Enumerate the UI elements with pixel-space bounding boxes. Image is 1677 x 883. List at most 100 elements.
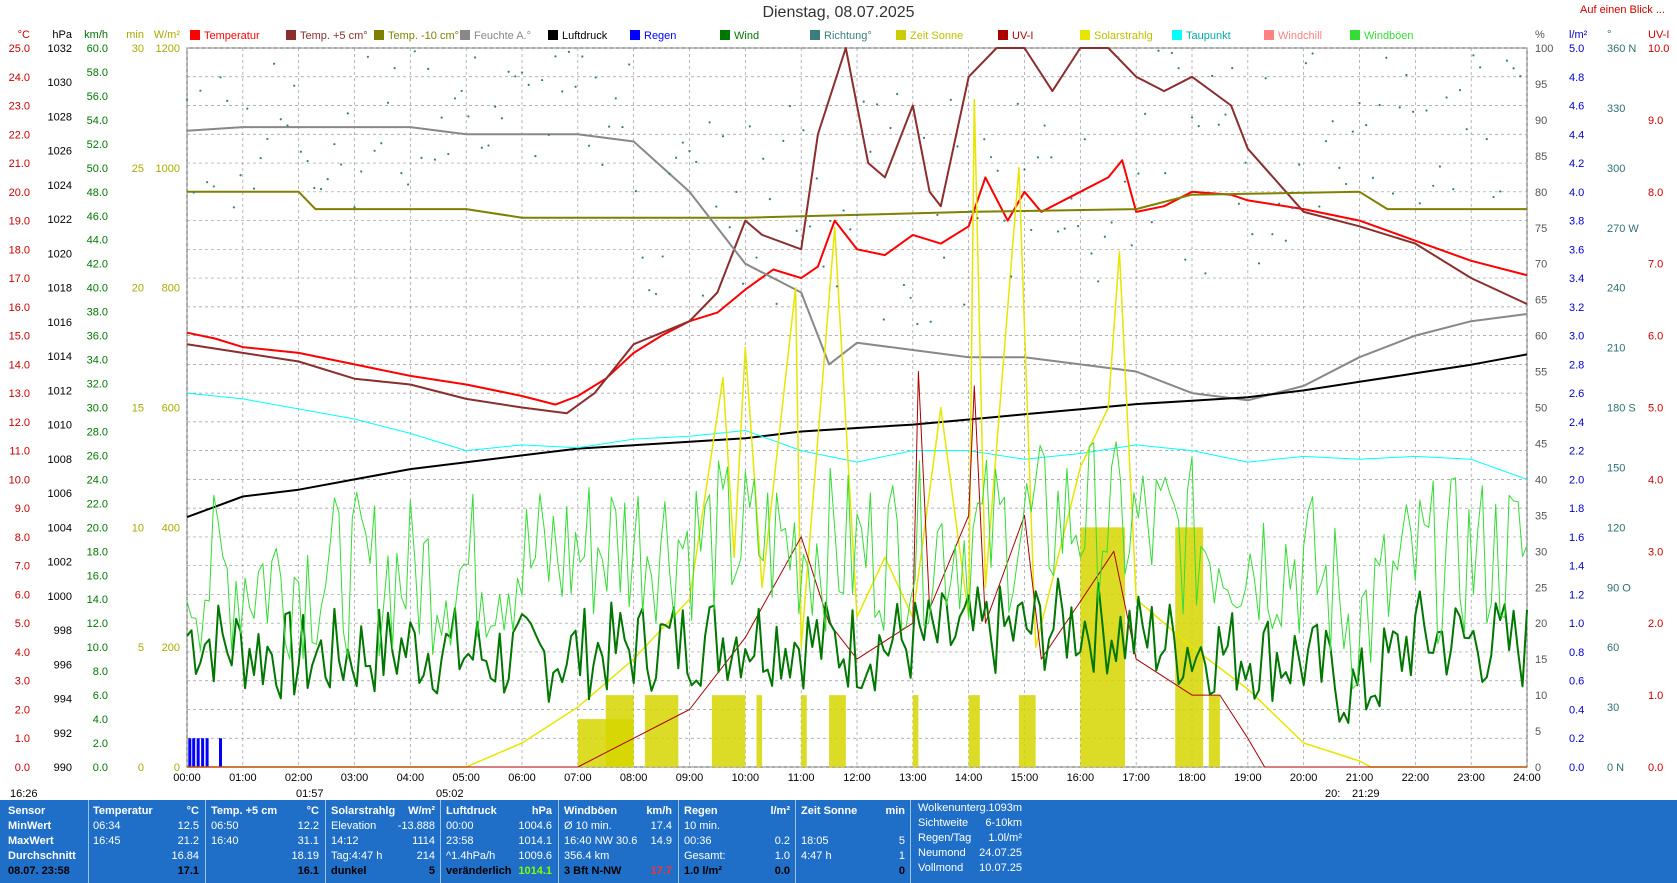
direction-point <box>869 150 872 153</box>
direction-point <box>346 112 349 115</box>
direction-point <box>1405 73 1408 77</box>
legend-swatch <box>810 30 820 40</box>
direction-point <box>514 75 517 78</box>
gusts-avg-10min: 17.4 <box>650 820 672 832</box>
sun-unit: min <box>885 805 905 817</box>
direction-point <box>715 205 718 208</box>
direction-point <box>380 142 383 145</box>
direction-point <box>949 98 952 101</box>
solar-elevation: -13.888 <box>397 820 435 832</box>
rain-bar <box>201 738 205 767</box>
direction-point <box>1056 230 1060 233</box>
direction-point <box>695 160 698 164</box>
timeline-left-time: 16:26 <box>10 788 38 800</box>
direction-point <box>326 178 329 181</box>
legend: Temperatur Temp. +5 cm° Temp. -10 cm° Feuch… <box>190 30 1510 46</box>
deg-tick-label: 240 <box>1607 283 1625 295</box>
direction-point <box>1472 54 1475 57</box>
direction-point <box>1197 125 1200 128</box>
kmh-tick-label: 60.0 <box>87 43 108 55</box>
uvi-tick-label: 5.0 <box>1648 403 1663 415</box>
direction-point <box>1137 172 1140 175</box>
direction-point <box>922 136 926 139</box>
direction-point <box>1398 106 1401 109</box>
pressure-min: 1004.6 <box>518 820 552 832</box>
solar-current: 5 <box>428 865 435 877</box>
direction-point <box>319 187 323 191</box>
solar-elevation-label: Elevation <box>331 820 377 832</box>
legend-swatch <box>1350 30 1360 40</box>
direction-point <box>1284 239 1287 242</box>
direction-point <box>407 183 410 186</box>
overview-link[interactable]: Auf einen Blick ... <box>1580 4 1665 16</box>
direction-point <box>728 226 731 229</box>
direction-point <box>621 125 624 129</box>
kmh-tick-label: 12.0 <box>87 618 108 630</box>
direction-point <box>809 225 812 228</box>
hpa-tick-label: 1018 <box>48 283 72 295</box>
lm2-tick-label: 3.6 <box>1569 244 1584 256</box>
legend-item: Temperatur <box>190 30 260 42</box>
legend-label: Feuchte A.° <box>474 30 531 42</box>
x-tick-label: 04:00 <box>397 772 425 784</box>
sunshine-bar <box>1175 527 1204 767</box>
kmh-tick-label: 58.0 <box>87 67 108 79</box>
direction-point <box>1204 272 1207 275</box>
x-tick-label: 23:00 <box>1457 772 1485 784</box>
direction-point <box>393 67 396 70</box>
uvi-axis-unit: UV-I <box>1648 29 1669 41</box>
kmh-tick-label: 38.0 <box>87 307 108 319</box>
direction-point <box>1050 156 1053 159</box>
pct-tick-label: 70 <box>1535 259 1547 271</box>
direction-point <box>708 121 711 124</box>
temp-tick-label: 1.0 <box>15 733 30 745</box>
direction-point <box>1190 116 1194 119</box>
hpa-tick-label: 996 <box>54 659 72 671</box>
sunshine-bar <box>644 695 679 767</box>
direction-point <box>755 256 758 259</box>
direction-point <box>829 219 832 223</box>
new-moon-label: Neumond <box>918 847 966 859</box>
temp-tick-label: 17.0 <box>9 273 30 285</box>
direction-point <box>1003 219 1006 222</box>
deg-tick-label: 120 <box>1607 522 1625 534</box>
kmh-tick-label: 8.0 <box>93 666 108 678</box>
hpa-tick-label: 1032 <box>48 43 72 55</box>
temp-tick-label: 16.0 <box>9 302 30 314</box>
lm2-tick-label: 4.4 <box>1569 129 1584 141</box>
hpa-tick-label: 1004 <box>48 522 72 534</box>
direction-point <box>447 152 450 156</box>
x-tick-label: 17:00 <box>1122 772 1150 784</box>
legend-item: Temp. +5 cm° <box>286 30 368 42</box>
direction-point <box>969 210 973 213</box>
direction-point <box>480 146 483 149</box>
direction-point <box>675 156 678 159</box>
direction-point <box>822 265 825 268</box>
sun-current: 0 <box>898 865 905 877</box>
direction-point <box>192 191 195 194</box>
direction-point <box>1432 184 1435 187</box>
uvi-tick-label: 1.0 <box>1648 690 1663 702</box>
direction-point <box>862 100 865 103</box>
gusts-head: Windböen <box>564 805 618 817</box>
min-tick-label: 10 <box>132 522 144 534</box>
x-tick-label: 10:00 <box>732 772 760 784</box>
wm2-axis-unit: W/m² <box>154 29 181 41</box>
sunshine-bar <box>756 695 763 767</box>
direction-point <box>360 170 363 173</box>
lm2-tick-label: 3.0 <box>1569 331 1584 343</box>
hpa-tick-label: 1026 <box>48 146 72 158</box>
min-tick-label: 5 <box>138 642 144 654</box>
deg-tick-label: 270 W <box>1607 223 1639 235</box>
direction-point <box>440 116 443 119</box>
uvi-tick-label: 3.0 <box>1648 546 1663 558</box>
direction-point <box>889 126 892 130</box>
kmh-tick-label: 24.0 <box>87 474 108 486</box>
direction-point <box>427 67 430 70</box>
sunshine-bar <box>912 695 919 767</box>
direction-point <box>1170 51 1173 55</box>
kmh-tick-label: 20.0 <box>87 522 108 534</box>
temp5-max-time: 16:40 <box>211 835 239 847</box>
solar-unit: W/m² <box>408 805 435 817</box>
hpa-tick-label: 1030 <box>48 77 72 89</box>
